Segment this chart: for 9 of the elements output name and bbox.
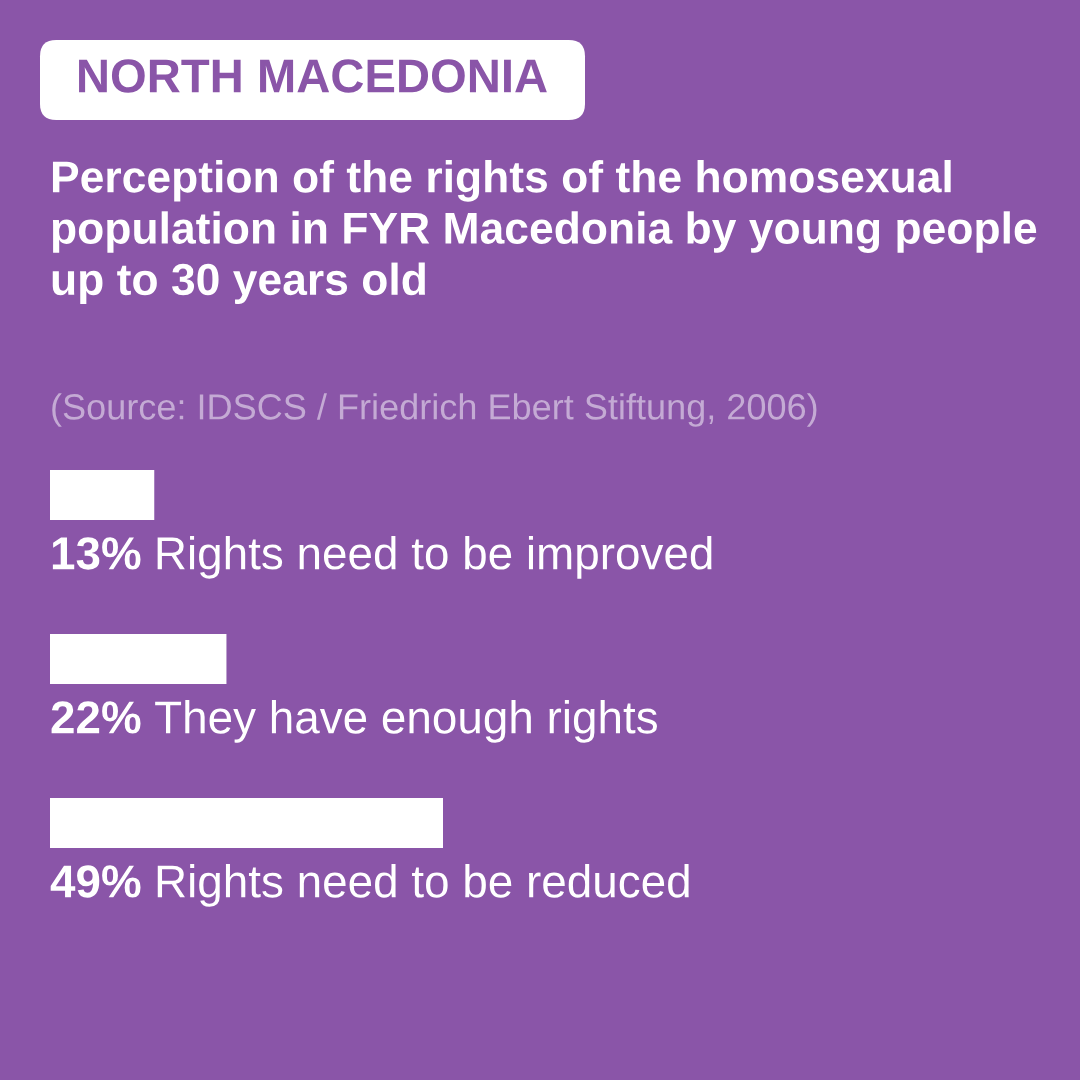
data-label: 22% [51, 701, 141, 734]
y-tick-label: They have enough rights [155, 699, 657, 743]
text: (Source: IDSCS / Friedrich Ebert Stiftung, 2006) [52, 393, 817, 427]
y-tick-label: Rights need to be improved [157, 535, 712, 579]
data-label: 13% [52, 537, 141, 570]
data-label: 49% [50, 865, 141, 898]
text: Perception of the rights of the homosexual population in FYR Macedonia by young people up to 30 years old [52, 160, 1037, 305]
y-tick-label: Rights need to be reduced [157, 864, 689, 907]
text: NORTH MACEDONIA [79, 59, 547, 93]
